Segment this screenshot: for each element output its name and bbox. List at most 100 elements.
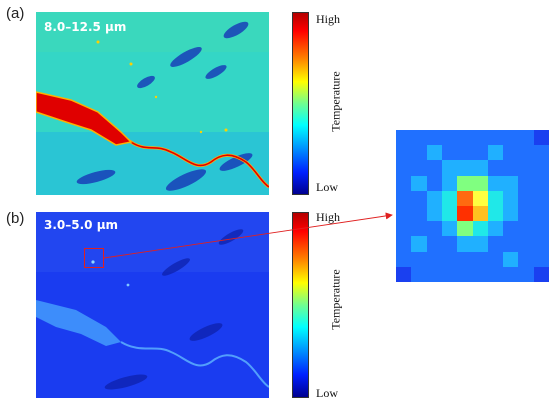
heatmap-cell [518, 221, 534, 237]
heatmap-cell [503, 221, 519, 237]
heatmap-cell [487, 145, 504, 161]
thermal-image-lwir [36, 12, 269, 195]
thermal-image-mwir-graphic [36, 212, 269, 398]
heatmap-cell [518, 205, 534, 222]
heatmap-cell [503, 190, 519, 206]
heatmap-cell [472, 266, 488, 282]
heatmap-cell [503, 236, 519, 252]
heatmap-cell [441, 130, 458, 146]
heatmap-cell [503, 130, 519, 146]
zoom-heatmap [396, 130, 549, 282]
heatmap-cell [396, 175, 412, 191]
heatmap-cell [472, 160, 488, 176]
heatmap-cell [426, 251, 442, 267]
heatmap-cell [518, 160, 534, 176]
heatmap-cell [441, 190, 458, 206]
heatmap-cell [426, 236, 442, 252]
heatmap-cell [396, 205, 412, 222]
heatmap-cell [518, 190, 534, 206]
heatmap-cell [518, 130, 534, 146]
heatmap-cell [533, 130, 549, 146]
heatmap-cell [396, 251, 412, 267]
heatmap-cell [457, 251, 473, 267]
heatmap-cell [411, 190, 427, 206]
panel-b-label: (b) [6, 210, 25, 227]
heatmap-cell [487, 175, 504, 191]
heatmap-cell [457, 205, 473, 222]
heatmap-cell [503, 266, 519, 282]
heatmap-cell [426, 266, 442, 282]
colorbar-b-high: High [316, 210, 340, 224]
heatmap-cell [472, 236, 488, 252]
zoom-inset [396, 130, 549, 282]
colorbar-a [292, 12, 309, 195]
heatmap-cell [441, 160, 458, 176]
heatmap-cell [411, 251, 427, 267]
heatmap-cell [487, 190, 504, 206]
heatmap-cell [441, 205, 458, 222]
thermal-image-mwir [36, 212, 269, 398]
zoom-selection-box [84, 248, 104, 268]
heatmap-cell [426, 145, 442, 161]
panel-b-band: 3.0–5.0 µm [44, 218, 119, 232]
colorbar-a-high: High [316, 12, 340, 26]
panel-a-label: (a) [6, 5, 25, 22]
heatmap-cell [487, 236, 504, 252]
heatmap-cell [457, 221, 473, 237]
heatmap-cell [518, 175, 534, 191]
heatmap-cell [533, 251, 549, 267]
heatmap-cell [487, 205, 504, 222]
heatmap-cell [426, 205, 442, 222]
heatmap-cell [518, 145, 534, 161]
heatmap-cell [533, 221, 549, 237]
heatmap-cell [396, 221, 412, 237]
heatmap-cell [426, 160, 442, 176]
heatmap-cell [518, 236, 534, 252]
heatmap-cell [411, 266, 427, 282]
heatmap-cell [457, 190, 473, 206]
heatmap-cell [441, 221, 458, 237]
heatmap-cell [533, 175, 549, 191]
heatmap-cell [472, 205, 488, 222]
heatmap-cell [503, 145, 519, 161]
heatmap-cell [411, 130, 427, 146]
heatmap-cell [411, 160, 427, 176]
heatmap-cell [533, 145, 549, 161]
thermal-image-lwir-graphic [36, 12, 269, 195]
colorbar-b [292, 212, 309, 398]
heatmap-cell [472, 221, 488, 237]
colorbar-b-title: Temperature [328, 269, 343, 330]
heatmap-cell [457, 160, 473, 176]
heatmap-cell [503, 251, 519, 267]
colorbar-b-low: Low [316, 386, 338, 400]
heatmap-cell [457, 175, 473, 191]
heatmap-cell [426, 221, 442, 237]
heatmap-cell [518, 251, 534, 267]
heatmap-cell [441, 266, 458, 282]
heatmap-cell [411, 236, 427, 252]
heatmap-cell [411, 221, 427, 237]
heatmap-cell [503, 175, 519, 191]
heatmap-cell [411, 175, 427, 191]
heatmap-cell [441, 236, 458, 252]
colorbar-a-title: Temperature [328, 71, 343, 132]
heatmap-cell [426, 190, 442, 206]
heatmap-cell [457, 266, 473, 282]
heatmap-cell [487, 160, 504, 176]
heatmap-cell [472, 130, 488, 146]
heatmap-cell [457, 130, 473, 146]
heatmap-cell [411, 145, 427, 161]
heatmap-cell [533, 160, 549, 176]
heatmap-cell [396, 266, 412, 282]
heatmap-cell [487, 251, 504, 267]
heatmap-cell [472, 175, 488, 191]
heatmap-cell [503, 205, 519, 222]
panel-a-band: 8.0–12.5 µm [44, 20, 127, 34]
heatmap-cell [426, 130, 442, 146]
heatmap-cell [472, 145, 488, 161]
heatmap-cell [533, 236, 549, 252]
heatmap-cell [396, 130, 412, 146]
heatmap-cell [457, 145, 473, 161]
heatmap-cell [533, 190, 549, 206]
heatmap-cell [472, 190, 488, 206]
